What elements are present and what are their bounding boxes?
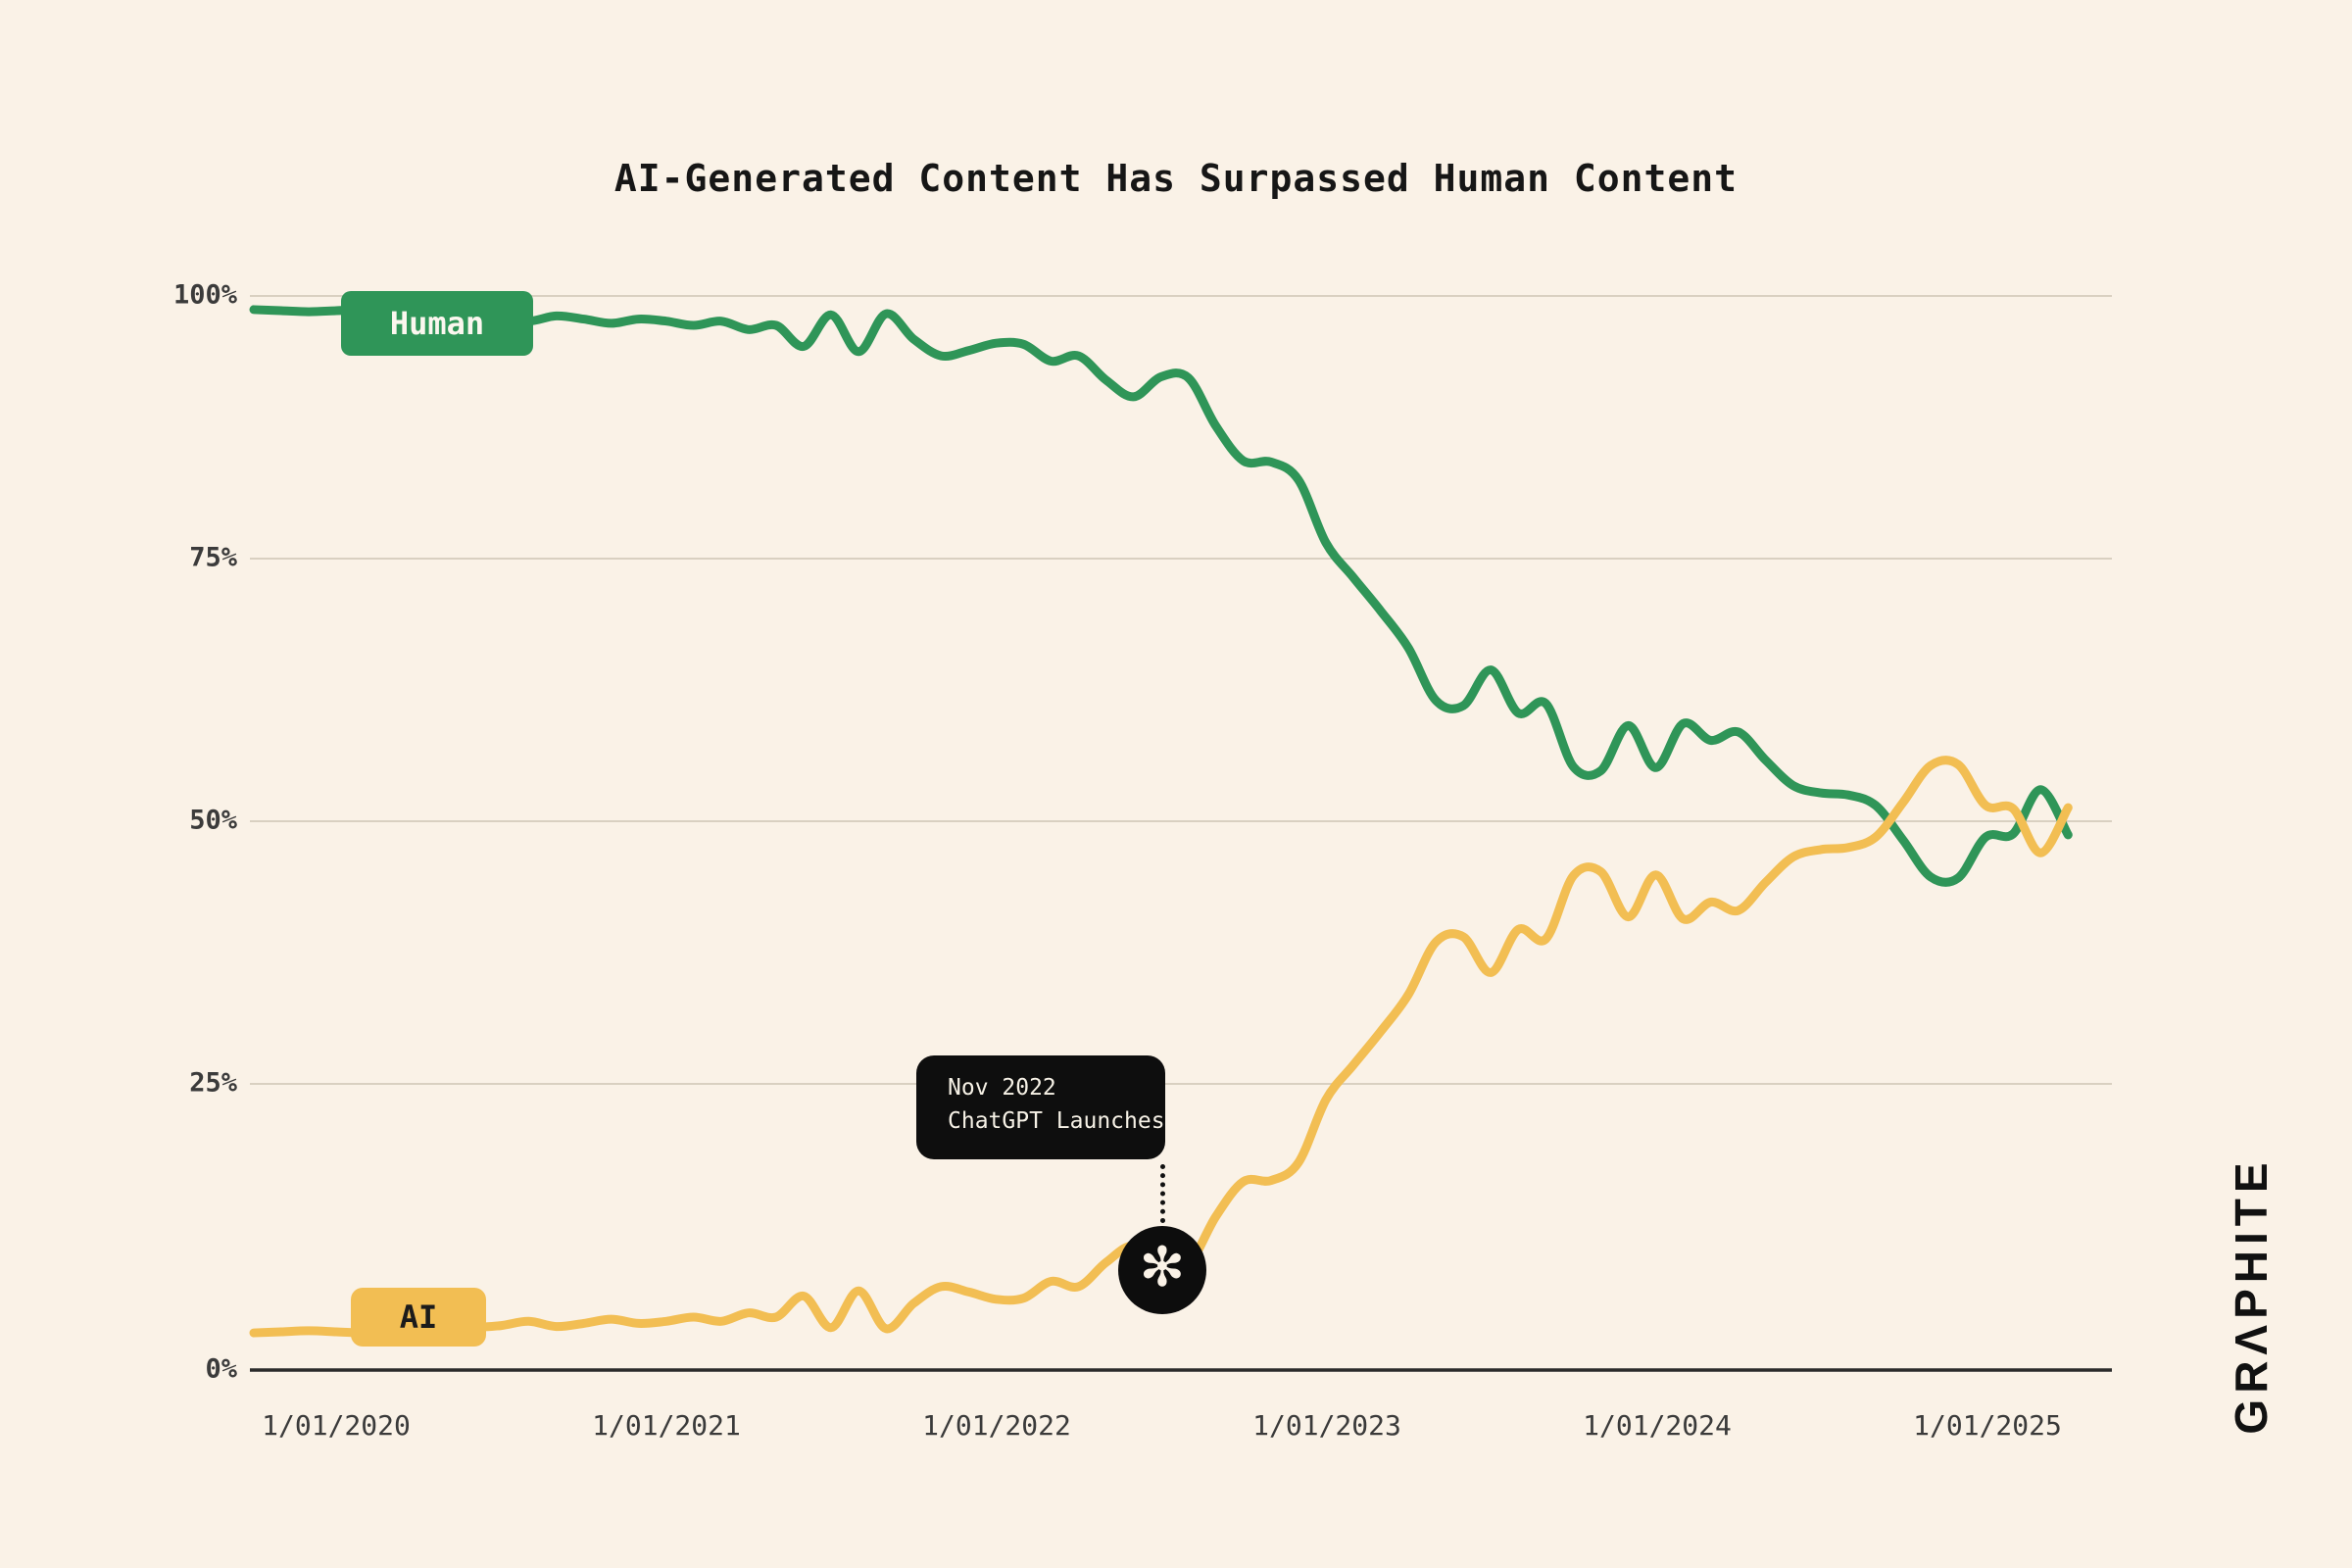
openai-logo-marker: ✻	[1118, 1226, 1206, 1314]
x-tick-label-2020: 1/01/2020	[262, 1409, 411, 1442]
x-tick-label-2024: 1/01/2024	[1583, 1409, 1732, 1442]
human-series-label: Human	[389, 305, 485, 342]
openai-icon: ✻	[1139, 1236, 1186, 1299]
x-tick-label-2021: 1/01/2021	[592, 1409, 741, 1442]
y-tick-label-50: 50%	[189, 805, 237, 836]
callout-connector-line	[1160, 1164, 1165, 1223]
x-tick-label-2025: 1/01/2025	[1913, 1409, 2062, 1442]
callout-text: ChatGPT Launches	[948, 1108, 1165, 1134]
callout-date: Nov 2022	[948, 1075, 1056, 1101]
y-tick-label-25: 25%	[189, 1067, 237, 1099]
human-series-badge: Human	[341, 291, 533, 356]
chart-title: AI-Generated Content Has Surpassed Human…	[613, 157, 1739, 200]
y-tick-label-100: 100%	[172, 279, 237, 311]
human-line	[249, 305, 2073, 887]
graphite-logo: GRΛPHITE	[2226, 1156, 2277, 1435]
y-tick-label-75: 75%	[189, 542, 237, 573]
x-tick-label-2022: 1/01/2022	[922, 1409, 1071, 1442]
chatgpt-launch-callout: Nov 2022 ChatGPT Launches	[916, 1055, 1165, 1159]
ai-series-label: AI	[399, 1298, 438, 1336]
ai-series-badge: AI	[351, 1288, 486, 1347]
x-tick-label-2023: 1/01/2023	[1252, 1409, 1401, 1442]
y-tick-label-0: 0%	[205, 1353, 237, 1385]
